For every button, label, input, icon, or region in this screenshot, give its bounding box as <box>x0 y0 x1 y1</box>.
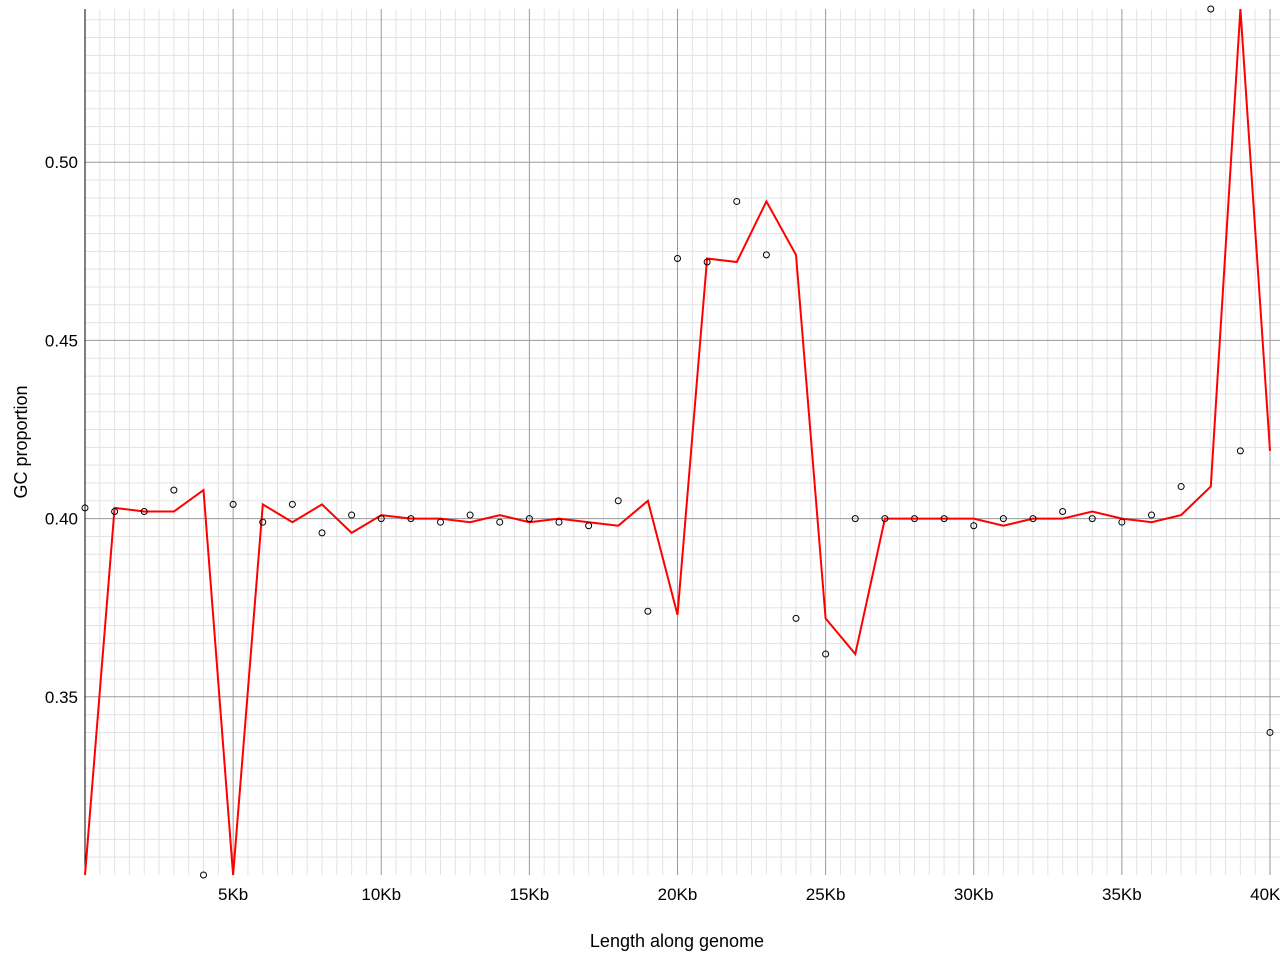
gc-data-point <box>1148 511 1155 519</box>
y-tick-label: 0.45 <box>45 331 78 350</box>
minor-grid <box>85 9 1280 875</box>
y-axis-ticks: 0.35 0.40 0.45 0.50 <box>45 153 78 707</box>
gc-data-point <box>259 518 267 526</box>
gc-data-point <box>1236 447 1244 455</box>
gc-data-point <box>999 515 1007 523</box>
gc-data-point <box>1177 483 1185 491</box>
gc-data-point <box>851 515 859 523</box>
x-tick-label: 20Kb <box>658 885 698 904</box>
gc-data-point <box>1088 515 1096 523</box>
y-axis-title: GC proportion <box>11 385 31 498</box>
gc-data-point <box>229 500 237 508</box>
gc-data-point <box>81 504 89 512</box>
gc-data-point <box>1029 515 1037 523</box>
gc-data-point <box>585 522 593 530</box>
gc-data-point <box>822 650 830 658</box>
y-tick-label: 0.50 <box>45 153 78 172</box>
x-tick-label: 35Kb <box>1102 885 1142 904</box>
gc-data-point <box>911 515 918 523</box>
gc-data-point <box>437 518 444 526</box>
x-tick-label: 5Kb <box>218 885 248 904</box>
y-tick-label: 0.40 <box>45 510 78 529</box>
gc-data-point <box>466 511 474 519</box>
gc-data-point <box>733 197 741 205</box>
plot-background <box>85 9 1272 875</box>
gc-data-point <box>525 515 533 523</box>
gc-data-point <box>111 507 119 515</box>
gc-data-point <box>407 515 415 523</box>
gc-data-point <box>496 518 504 526</box>
gc-data-point <box>348 511 356 519</box>
gc-data-point <box>674 254 681 262</box>
gc-data-point <box>792 614 800 622</box>
gc-data-point <box>970 522 978 530</box>
x-tick-label: 40Kb <box>1250 885 1280 904</box>
gc-data-point <box>1059 507 1067 515</box>
gc-data-point <box>377 515 385 523</box>
gc-data-point <box>614 497 622 505</box>
gc-data-point <box>140 507 148 515</box>
gc-data-point <box>762 251 770 259</box>
gc-data-point <box>1118 518 1126 526</box>
x-tick-label: 15Kb <box>510 885 550 904</box>
gc-data-point <box>1207 5 1215 13</box>
x-tick-label: 10Kb <box>361 885 401 904</box>
gc-data-point <box>881 515 889 523</box>
gc-data-point <box>555 518 563 526</box>
gc-data-point <box>200 871 207 879</box>
gc-data-point <box>170 486 178 494</box>
gc-data-point <box>940 515 948 523</box>
x-tick-label: 30Kb <box>954 885 994 904</box>
series-layer <box>81 5 1274 879</box>
gc-data-point <box>288 500 296 508</box>
gc-data-point <box>644 607 652 615</box>
major-grid <box>85 9 1280 875</box>
gc-data-point <box>1266 728 1274 736</box>
y-tick-label: 0.35 <box>45 688 78 707</box>
gc-data-point <box>703 258 711 266</box>
x-tick-label: 25Kb <box>806 885 846 904</box>
gc-data-point <box>318 529 326 537</box>
x-axis-ticks: 5Kb 10Kb 15Kb 20Kb 25Kb 30Kb 35Kb 40Kb <box>218 885 1280 904</box>
x-axis-title: Length along genome <box>590 931 764 951</box>
smoothed-gc-line <box>84 8 1271 876</box>
